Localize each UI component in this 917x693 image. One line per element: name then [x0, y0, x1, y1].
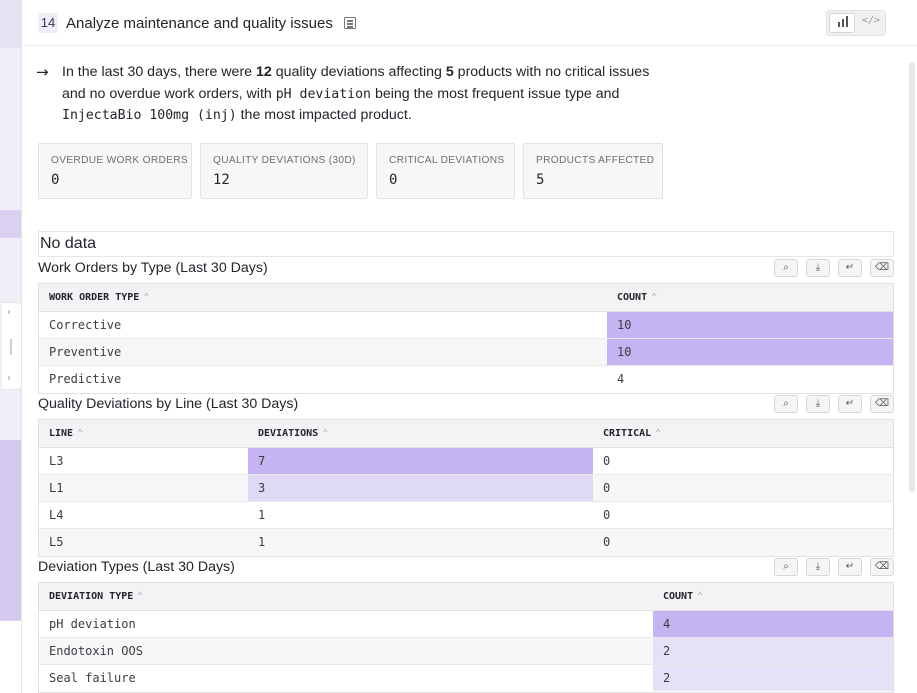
sort-icon: ⌃	[651, 292, 658, 303]
backdrop-block	[0, 210, 21, 238]
heat-cell	[653, 638, 893, 664]
table-toolbar: ⌕ ⤓ ↵ ⌫	[774, 395, 894, 413]
column-header-line[interactable]: LINE ⌃	[49, 428, 84, 439]
deviation-types-table: DEVIATION TYPE ⌃ COUNT ⌃ pH deviation 4 En…	[38, 582, 894, 693]
table-title-deviation-types: Deviation Types (Last 30 Days)	[38, 559, 235, 575]
heat-cell	[607, 339, 893, 365]
kpi-quality-deviations: QUALITY DEVIATIONS (30D) 12	[200, 143, 368, 199]
table-row: Endotoxin OOS 2	[39, 638, 893, 665]
sort-icon: ⌃	[322, 428, 329, 439]
download-icon[interactable]: ⤓	[806, 395, 830, 413]
table-title-work-orders: Work Orders by Type (Last 30 Days)	[38, 260, 268, 276]
clear-format-icon[interactable]: ⌫	[870, 395, 894, 413]
heat-cell	[653, 611, 893, 637]
top-issue: pH deviation	[275, 86, 371, 102]
backdrop-block	[0, 620, 21, 693]
table-toolbar: ⌕ ⤓ ↵ ⌫	[774, 259, 894, 277]
table-row: L5 1 0	[39, 529, 893, 556]
kpi-overdue-work-orders: OVERDUE WORK ORDERS 0	[38, 143, 192, 199]
wrap-icon[interactable]: ↵	[838, 259, 862, 277]
kpi-products-affected: PRODUCTS AFFECTED 5	[523, 143, 663, 199]
heat-cell	[653, 665, 893, 691]
search-icon[interactable]: ⌕	[774, 395, 798, 413]
download-icon[interactable]: ⤓	[806, 259, 830, 277]
wrap-icon[interactable]: ↵	[838, 558, 862, 576]
vertical-scrollbar[interactable]	[909, 62, 915, 492]
download-icon[interactable]: ⤓	[806, 558, 830, 576]
table-row: L3 7 0	[39, 448, 893, 475]
sort-icon: ⌃	[77, 428, 84, 439]
table-row: Corrective 10	[39, 312, 893, 339]
wrap-icon[interactable]: ↵	[838, 395, 862, 413]
search-icon[interactable]: ⌕	[774, 259, 798, 277]
kpi-critical-deviations: CRITICAL DEVIATIONS 0	[376, 143, 515, 199]
clear-format-icon[interactable]: ⌫	[870, 259, 894, 277]
table-row: Predictive 4	[49, 372, 625, 386]
table-row: L1 3 0	[39, 475, 893, 502]
deviations-by-line-table: LINE ⌃ DEVIATIONS ⌃ CRITICAL ⌃ L3 7 0 L1 3 …	[38, 419, 894, 557]
column-header-count[interactable]: COUNT ⌃	[617, 292, 658, 303]
search-icon[interactable]: ⌕	[774, 558, 798, 576]
summary-text: → In the last 30 days, there were 12 qua…	[36, 63, 650, 123]
column-header-deviation-type[interactable]: DEVIATION TYPE ⌃	[49, 591, 144, 602]
document-icon[interactable]	[344, 17, 356, 29]
heat-cell	[607, 312, 893, 338]
sort-icon: ⌃	[697, 591, 704, 602]
step-title: Analyze maintenance and quality issues	[66, 15, 333, 32]
column-header-deviations[interactable]: DEVIATIONS ⌃	[258, 428, 329, 439]
backdrop-block	[0, 440, 21, 620]
backdrop-block	[0, 0, 21, 48]
table-header: WORK ORDER TYPE ⌃ COUNT ⌃	[39, 284, 893, 312]
table-row: Seal failure 2	[39, 665, 893, 692]
table-header: LINE ⌃ DEVIATIONS ⌃ CRITICAL ⌃	[39, 420, 893, 448]
chevron-left-icon[interactable]: ‹	[7, 307, 11, 318]
table-row: Preventive 10	[39, 339, 893, 366]
column-header-critical[interactable]: CRITICAL ⌃	[603, 428, 662, 439]
analysis-step-panel: 14 Analyze maintenance and quality issue…	[21, 0, 917, 693]
table-toolbar: ⌕ ⤓ ↵ ⌫	[774, 558, 894, 576]
chevron-right-icon[interactable]: ›	[7, 373, 11, 384]
bar-chart-icon[interactable]	[829, 13, 855, 33]
work-orders-table: WORK ORDER TYPE ⌃ COUNT ⌃ Corrective 10 Pr…	[38, 283, 894, 394]
arrow-right-icon: →	[36, 63, 49, 81]
step-header: 14 Analyze maintenance and quality issue…	[22, 0, 917, 46]
deviation-count: 12	[256, 64, 272, 80]
sort-icon: ⌃	[655, 428, 662, 439]
side-panel-toggle[interactable]: ‹ ›	[2, 302, 22, 390]
column-header-count[interactable]: COUNT ⌃	[663, 591, 704, 602]
heat-cell	[248, 475, 593, 501]
table-title-deviations-by-line: Quality Deviations by Line (Last 30 Days…	[38, 396, 299, 412]
top-product: InjectaBio 100mg (inj)	[62, 108, 237, 123]
product-count: 5	[445, 64, 454, 80]
heat-cell	[248, 448, 593, 474]
step-number-badge: 14	[38, 13, 58, 33]
view-toggle: </>	[826, 10, 886, 36]
clear-format-icon[interactable]: ⌫	[870, 558, 894, 576]
sort-icon: ⌃	[143, 292, 150, 303]
code-icon[interactable]: </>	[862, 15, 881, 26]
table-row: L4 1 0	[39, 502, 893, 529]
table-header: DEVIATION TYPE ⌃ COUNT ⌃	[39, 583, 893, 611]
column-header-work-order-type[interactable]: WORK ORDER TYPE ⌃	[49, 292, 150, 303]
drag-handle[interactable]	[10, 339, 12, 355]
table-row: pH deviation 4	[39, 611, 893, 638]
sort-icon: ⌃	[137, 591, 144, 602]
no-data-chart: No data	[38, 231, 894, 257]
